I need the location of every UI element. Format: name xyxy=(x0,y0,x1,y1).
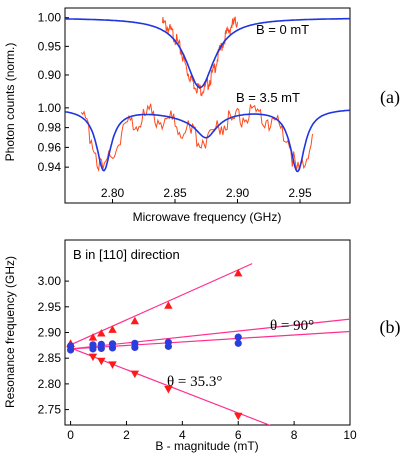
data-point-triangle-up xyxy=(97,329,106,337)
x-tick-label: 4 xyxy=(179,428,186,442)
data-point-circle xyxy=(89,341,97,349)
data-point-triangle-up xyxy=(234,268,243,277)
data-point-triangle-up xyxy=(164,301,173,309)
data-point-circle xyxy=(164,338,172,346)
data-point-triangle-down xyxy=(108,361,117,369)
panel-a-frame xyxy=(64,7,351,204)
data-point-circle xyxy=(66,342,75,350)
x-tick-label: 2.90 xyxy=(226,186,250,200)
y-tick-label: 2.85 xyxy=(38,351,62,365)
annotation-b35: B = 3.5 mT xyxy=(236,90,300,105)
panel-a-label: (a) xyxy=(380,87,400,108)
data-point-circle xyxy=(108,340,117,348)
panel-b: 3.00 2.95 2.90 2.85 2.80 2.75 0 2 4 6 8 10 B in [11… xyxy=(3,239,401,453)
panel-b-label: (b) xyxy=(380,317,401,338)
x-tick-label: 2 xyxy=(123,428,130,442)
y-tick-label: 3.00 xyxy=(38,274,62,288)
annotation-b0: B = 0 mT xyxy=(256,22,309,37)
data-point-triangle-down xyxy=(88,353,98,362)
data-point-triangle-down xyxy=(97,357,106,366)
panel-b-ticks: 3.00 2.95 2.90 2.85 2.80 2.75 0 2 4 6 8 10 xyxy=(38,274,357,442)
fit-line-2 xyxy=(70,318,350,350)
data-point-triangle-down xyxy=(234,412,243,421)
data-point-triangle-up xyxy=(130,316,140,325)
panel-b-plot-area xyxy=(66,263,350,425)
data-point-circle xyxy=(131,339,139,347)
fit-line-3 xyxy=(70,330,350,350)
x-tick-label: 2.85 xyxy=(163,186,187,200)
y-tick-label: 0.95 xyxy=(38,39,62,53)
y-tick-label: 2.95 xyxy=(38,300,62,314)
data-point-circle xyxy=(234,339,242,347)
data-point-triangle-up xyxy=(108,325,117,333)
data-point-triangle-down xyxy=(130,370,140,379)
x-tick-label: 2.80 xyxy=(101,186,125,200)
data-point-circle xyxy=(97,340,105,348)
y-tick-label: 2.75 xyxy=(38,403,62,417)
y-tick-label: 0.90 xyxy=(38,68,62,82)
label-theta-35: θ = 35.3° xyxy=(167,374,222,390)
x-tick-label: 10 xyxy=(343,428,357,442)
x-tick-label: 0 xyxy=(67,428,74,442)
annotation-direction: B in [110] direction xyxy=(73,247,180,262)
data-point-triangle-down xyxy=(164,386,173,394)
x-tick-label: 8 xyxy=(291,428,298,442)
panel-b-ylabel: Resonance frequency (GHz) xyxy=(3,256,17,408)
y-tick-label: 1.00 xyxy=(38,11,62,25)
y-tick-label: 1.00 xyxy=(38,101,62,115)
y-tick-label: 2.90 xyxy=(38,326,62,340)
panel-b-xlabel: B - magnitude (mT) xyxy=(155,439,258,453)
panel-a-ticks: 1.00 0.95 0.90 1.00 0.98 0.96 0.94 2.80 2.85 2.90… xyxy=(38,11,312,203)
label-theta-90: θ = 90° xyxy=(270,318,314,334)
x-tick-label: 6 xyxy=(235,428,242,442)
fit-curve-0 xyxy=(65,17,350,89)
y-tick-label: 0.96 xyxy=(38,140,62,154)
data-point-triangle-up xyxy=(88,333,98,341)
y-tick-label: 0.94 xyxy=(38,160,62,174)
x-tick-label: 2.95 xyxy=(288,186,312,200)
measured-trace-0 xyxy=(162,16,238,97)
panel-a-plot-area xyxy=(64,16,351,173)
panel-a: 1.00 0.95 0.90 1.00 0.98 0.96 0.94 2.80 2.85 2.90… xyxy=(3,7,400,224)
y-tick-label: 2.80 xyxy=(38,377,62,391)
fit-curve-1 xyxy=(64,109,351,173)
data-point-circle xyxy=(234,333,242,341)
y-tick-label: 0.98 xyxy=(38,121,62,135)
panel-a-ylabel: Photon counts (norm.) xyxy=(3,43,17,162)
panel-a-xlabel: Microwave frequency (GHz) xyxy=(133,210,282,224)
measured-trace-1 xyxy=(80,103,313,173)
